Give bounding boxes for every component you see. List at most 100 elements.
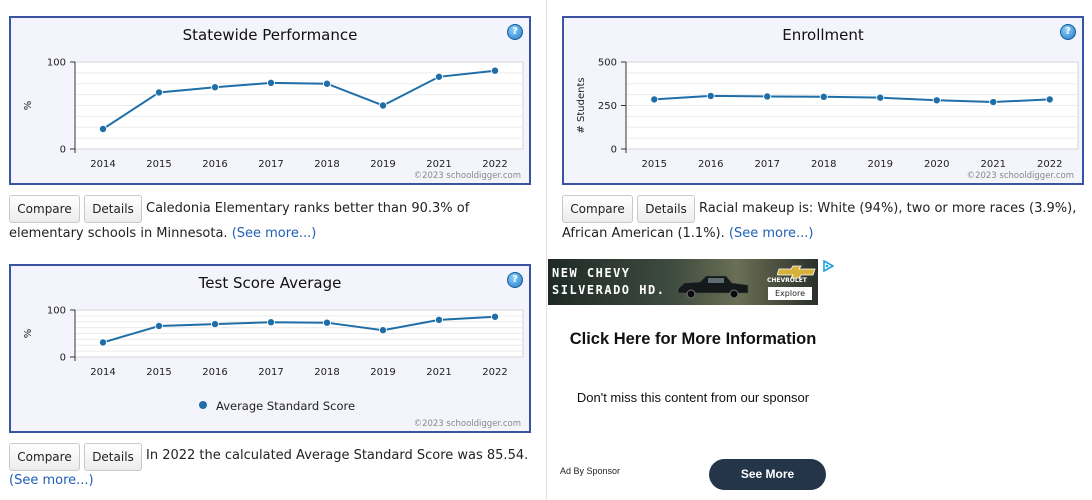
data-point <box>322 79 331 88</box>
statewide-performance-chart-panel: Statewide Performance ? 0 100% 2014 2015 201… <box>9 16 531 185</box>
y-tick-label: 100 <box>47 58 66 69</box>
data-point <box>819 92 828 101</box>
help-icon[interactable]: ? <box>1060 24 1076 40</box>
data-point <box>210 83 219 92</box>
data-point <box>266 318 275 327</box>
details-button[interactable]: Details <box>637 195 695 223</box>
enrollment-description: Racial makeup is: White (94%), two or mo… <box>562 197 1082 246</box>
series-line <box>102 315 496 344</box>
x-tick-label: 2018 <box>811 159 836 170</box>
x-tick-label: 2021 <box>981 159 1006 170</box>
x-tick-label: 2021 <box>426 367 451 378</box>
test-score-average-chart-panel: Test Score Average ? 0 100% 2014 2015 2016 20… <box>9 264 531 433</box>
x-tick-label: 2015 <box>146 159 171 170</box>
see-more-button[interactable]: See More <box>709 459 826 490</box>
y-axis-label: % <box>23 329 34 339</box>
statewide-description-text: Caledonia Elementary ranks better than 9… <box>9 201 470 241</box>
data-point <box>99 338 108 347</box>
ad-banner-line1: NEW CHEVY <box>552 266 631 280</box>
x-tick-label: 2022 <box>1037 159 1062 170</box>
enrollment-description-text: Racial makeup is: White (94%), two or mo… <box>562 201 1077 241</box>
x-tick-label: 2015 <box>146 367 171 378</box>
compare-button[interactable]: Compare <box>9 195 80 223</box>
compare-button[interactable]: Compare <box>9 443 80 471</box>
data-point <box>322 318 331 327</box>
series-line <box>102 69 496 130</box>
enrollment-chart-panel: Enrollment ? 0 250 500 # Students 2015 2016 20… <box>562 16 1084 185</box>
compare-button[interactable]: Compare <box>562 195 633 223</box>
data-point <box>266 78 275 87</box>
see-more-link[interactable]: (See more...) <box>728 225 814 241</box>
x-tick-label: 2016 <box>202 159 227 170</box>
chart-title: Test Score Average <box>198 274 342 292</box>
y-tick-label: 0 <box>611 145 617 156</box>
x-tick-label: 2016 <box>202 367 227 378</box>
help-icon[interactable]: ? <box>507 272 523 288</box>
x-tick-label: 2017 <box>258 367 283 378</box>
data-point <box>99 124 108 133</box>
data-point <box>932 96 941 105</box>
x-tick-label: 2021 <box>426 159 451 170</box>
data-point <box>650 95 659 104</box>
y-axis-label: # Students <box>576 77 587 133</box>
x-tick-label: 2019 <box>868 159 893 170</box>
y-tick-label: 100 <box>47 306 66 317</box>
ad-headline[interactable]: Click Here for More Information <box>569 330 817 348</box>
data-point <box>876 93 885 102</box>
x-tick-label: 2022 <box>482 367 507 378</box>
data-point <box>378 326 387 335</box>
truck-image <box>677 275 749 299</box>
y-tick-label: 250 <box>598 101 617 112</box>
x-tick-label: 2019 <box>370 367 395 378</box>
column-divider <box>546 0 547 500</box>
ad-sponsor-label: Ad By Sponsor <box>560 466 621 476</box>
x-tick-label: 2014 <box>90 367 115 378</box>
chart-legend[interactable]: Average Standard Score <box>199 399 355 413</box>
ad-subtext: Don't miss this content from our sponsor <box>576 390 810 405</box>
test-score-line-chart: 0 100% 2014 2015 2016 2017 2018 2019 2021 2022 <box>23 306 524 378</box>
data-point <box>378 101 387 110</box>
chart-credit: ©2023 schooldigger.com <box>966 171 1074 181</box>
statewide-line-chart: 0 100% 2014 2015 2016 2017 2018 2019 2021 2022 <box>23 58 524 170</box>
legend-marker <box>199 401 207 409</box>
x-tick-label: 2017 <box>258 159 283 170</box>
see-more-link[interactable]: (See more...) <box>9 472 94 488</box>
ad-banner-line2: SILVERADO HD. <box>552 283 666 297</box>
chart-credit: ©2023 schooldigger.com <box>413 171 521 181</box>
x-tick-label: 2017 <box>755 159 780 170</box>
data-point <box>1045 95 1054 104</box>
x-tick-label: 2018 <box>314 159 339 170</box>
chart-title: Enrollment <box>782 26 864 44</box>
statewide-description: Caledonia Elementary ranks better than 9… <box>9 197 529 246</box>
data-point <box>490 312 499 321</box>
ad-banner[interactable]: NEW CHEVY SILVERADO HD. CHEVROLET Explor… <box>548 259 818 305</box>
brand-label: CHEVROLET <box>767 277 807 284</box>
data-point <box>210 320 219 329</box>
ad-choices-icon[interactable] <box>822 260 834 272</box>
chevrolet-bowtie-icon <box>777 265 816 279</box>
explore-button[interactable]: Explore <box>768 287 812 300</box>
x-tick-label: 2022 <box>482 159 507 170</box>
testscore-description-text: In 2022 the calculated Average Standard … <box>146 448 529 463</box>
data-point <box>434 315 443 324</box>
y-tick-label: 0 <box>60 353 66 364</box>
x-tick-label: 2020 <box>924 159 949 170</box>
data-point <box>706 91 715 100</box>
details-button[interactable]: Details <box>84 195 142 223</box>
data-point <box>989 98 998 107</box>
details-button[interactable]: Details <box>84 443 142 471</box>
testscore-description: In 2022 the calculated Average Standard … <box>9 444 529 493</box>
y-axis-label: % <box>23 101 34 111</box>
x-tick-label: 2014 <box>90 159 115 170</box>
see-more-link[interactable]: (See more...) <box>231 225 317 241</box>
data-point <box>154 88 163 97</box>
x-tick-label: 2016 <box>698 159 723 170</box>
series-line <box>654 94 1050 104</box>
y-tick-label: 0 <box>60 145 66 156</box>
help-icon[interactable]: ? <box>507 24 523 40</box>
x-tick-label: 2015 <box>642 159 667 170</box>
data-point <box>434 72 443 81</box>
data-point <box>763 92 772 101</box>
enrollment-line-chart: 0 250 500 # Students 2015 2016 2017 2018 2019 202… <box>576 58 1079 170</box>
y-tick-label: 500 <box>598 58 617 69</box>
